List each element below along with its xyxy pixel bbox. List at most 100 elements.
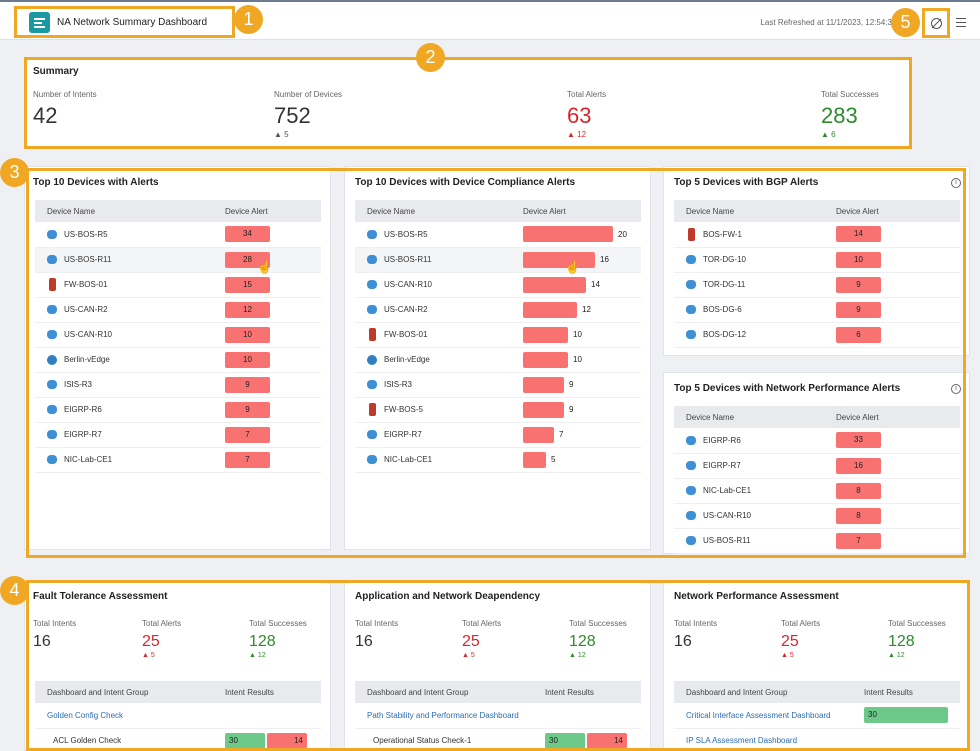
alert-count-pill[interactable]: 12	[225, 301, 270, 318]
table-row[interactable]: Berlin-vEdge 10	[355, 347, 641, 373]
col-device-name[interactable]: Device Name	[674, 200, 824, 222]
table-row[interactable]: NIC-Lab-CE1 8	[674, 478, 960, 504]
intent-group-label[interactable]: IP SLA Assessment Dashboard	[686, 736, 798, 745]
col-intent-results[interactable]: Intent Results	[852, 681, 960, 703]
table-row[interactable]: BOS-DG-6 9	[674, 297, 960, 323]
device-name[interactable]: US-CAN-R10	[703, 511, 752, 520]
table-row[interactable]: BOS-DG-12 6	[674, 322, 960, 348]
alert-bar[interactable]	[523, 426, 554, 443]
table-row[interactable]: US-CAN-R2 12	[355, 297, 641, 323]
alert-count-pill[interactable]: 8	[836, 507, 881, 524]
success-count[interactable]: 30	[545, 732, 585, 749]
device-name[interactable]: BOS-FW-1	[703, 229, 742, 239]
table-row[interactable]: US-BOS-R11 7	[674, 528, 960, 554]
table-row[interactable]: US-CAN-R2 12	[35, 297, 321, 323]
device-name[interactable]: US-BOS-R11	[703, 536, 751, 545]
col-device-alert[interactable]: Device Alert	[511, 200, 641, 222]
device-name[interactable]: Berlin-vEdge	[384, 355, 430, 364]
table-row[interactable]: Critical Interface Assessment Dashboard 3…	[674, 703, 960, 729]
col-device-name[interactable]: Device Name	[674, 406, 824, 428]
alert-count-pill[interactable]: 15	[225, 276, 270, 293]
col-intent-group[interactable]: Dashboard and Intent Group	[355, 681, 533, 703]
info-icon[interactable]: i	[951, 178, 961, 188]
success-count[interactable]: 30	[864, 707, 948, 724]
device-name[interactable]: US-CAN-R2	[64, 305, 108, 314]
device-name[interactable]: Berlin-vEdge	[64, 355, 110, 364]
intent-group-label[interactable]: Path Stability and Performance Dashboard	[367, 710, 519, 720]
alert-count-pill[interactable]: 16	[836, 457, 881, 474]
alert-count[interactable]: 14	[267, 732, 307, 749]
alert-bar[interactable]	[523, 226, 613, 243]
alert-count[interactable]: 14	[587, 732, 627, 749]
device-name[interactable]: US-BOS-R11	[384, 255, 432, 264]
alert-bar[interactable]	[523, 401, 564, 418]
alert-count-pill[interactable]: 28	[225, 251, 270, 268]
table-row[interactable]: IP SLA Assessment Dashboard	[674, 728, 960, 751]
col-intent-group[interactable]: Dashboard and Intent Group	[674, 681, 852, 703]
table-row[interactable]: TOR-DG-10 10	[674, 247, 960, 273]
table-row[interactable]: US-BOS-R11 16	[355, 247, 641, 273]
device-name[interactable]: US-BOS-R5	[384, 229, 428, 239]
device-name[interactable]: US-BOS-R11	[64, 255, 112, 264]
alert-count-pill[interactable]: 10	[836, 251, 881, 268]
device-name[interactable]: TOR-DG-10	[703, 255, 746, 264]
table-row[interactable]: US-BOS-R11 28	[35, 247, 321, 273]
table-row[interactable]: ACL Golden Check 30 14	[35, 728, 321, 751]
device-name[interactable]: EIGRP-R7	[384, 430, 422, 439]
alert-count-pill[interactable]: 9	[836, 276, 881, 293]
table-row[interactable]: ISIS-R3 9	[35, 372, 321, 398]
col-intent-results[interactable]: Intent Results	[533, 681, 641, 703]
auto-refresh-off-icon[interactable]	[930, 17, 943, 30]
alert-bar[interactable]	[523, 251, 595, 268]
alert-count-pill[interactable]: 10	[225, 351, 270, 368]
col-intent-group[interactable]: Dashboard and Intent Group	[35, 681, 213, 703]
device-name[interactable]: NIC-Lab-CE1	[64, 455, 113, 464]
table-row[interactable]: NIC-Lab-CE1 7	[35, 447, 321, 473]
table-row[interactable]: Golden Config Check	[35, 703, 321, 729]
table-row[interactable]: EIGRP-R7 7	[35, 422, 321, 448]
table-row[interactable]: FW-BOS-5 9	[355, 397, 641, 423]
refresh-toggle-button[interactable]	[922, 8, 950, 38]
table-row[interactable]: US-CAN-R10 8	[674, 503, 960, 529]
alert-bar[interactable]	[523, 376, 564, 393]
col-device-alert[interactable]: Device Alert	[824, 200, 960, 222]
alert-count-pill[interactable]: 7	[225, 451, 270, 468]
alert-count-pill[interactable]: 14	[836, 226, 881, 243]
device-name[interactable]: TOR-DG-11	[703, 280, 746, 289]
alert-count-pill[interactable]: 9	[225, 376, 270, 393]
alert-bar[interactable]	[523, 351, 568, 368]
col-device-name[interactable]: Device Name	[35, 200, 213, 222]
table-row[interactable]: US-CAN-R10 10	[35, 322, 321, 348]
device-name[interactable]: EIGRP-R7	[64, 430, 102, 439]
alert-count-pill[interactable]: 9	[836, 301, 881, 318]
alert-bar[interactable]	[523, 451, 546, 468]
table-row[interactable]: EIGRP-R7 7	[355, 422, 641, 448]
device-name[interactable]: US-CAN-R10	[64, 330, 113, 339]
table-row[interactable]: Path Stability and Performance Dashboard	[355, 703, 641, 729]
device-name[interactable]: BOS-DG-12	[703, 330, 747, 339]
device-name[interactable]: EIGRP-R6	[703, 435, 741, 445]
col-device-alert[interactable]: Device Alert	[824, 406, 960, 428]
alert-count-pill[interactable]: 9	[225, 401, 270, 418]
alert-bar[interactable]	[523, 301, 577, 318]
table-row[interactable]: US-BOS-R5 34	[35, 222, 321, 248]
col-intent-results[interactable]: Intent Results	[213, 681, 321, 703]
alert-count-pill[interactable]: 7	[225, 426, 270, 443]
alert-count-pill[interactable]: 34	[225, 226, 270, 243]
alert-count-pill[interactable]: 8	[836, 482, 881, 499]
alert-bar[interactable]	[523, 326, 568, 343]
table-row[interactable]: US-CAN-R10 14	[355, 272, 641, 298]
table-row[interactable]: US-BOS-R5 20	[355, 222, 641, 248]
device-name[interactable]: FW-BOS-01	[384, 330, 428, 339]
intent-group-label[interactable]: Golden Config Check	[47, 710, 124, 720]
alert-count-pill[interactable]: 33	[836, 432, 881, 449]
device-name[interactable]: US-BOS-R5	[64, 229, 108, 239]
table-row[interactable]: EIGRP-R7 16	[674, 453, 960, 479]
info-icon[interactable]: i	[951, 384, 961, 394]
alert-count-pill[interactable]: 10	[225, 326, 270, 343]
col-device-alert[interactable]: Device Alert	[213, 200, 321, 222]
alert-count-pill[interactable]: 7	[836, 532, 881, 549]
device-name[interactable]: NIC-Lab-CE1	[384, 455, 433, 464]
table-row[interactable]: NIC-Lab-CE1 5	[355, 447, 641, 473]
intent-group-label[interactable]: Critical Interface Assessment Dashboard	[686, 710, 831, 720]
